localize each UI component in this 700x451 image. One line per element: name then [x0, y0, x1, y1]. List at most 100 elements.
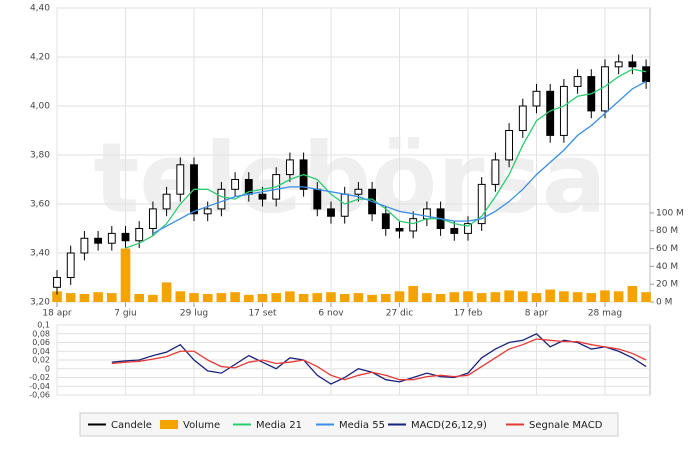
y2-tick-label: 40 M [656, 262, 678, 272]
y-tick-label: -0,06 [29, 391, 50, 400]
volume-bar [120, 248, 131, 302]
volume-bar [339, 293, 350, 302]
legend [79, 412, 619, 437]
line [152, 80, 647, 234]
y-tick-label: 4,40 [30, 4, 50, 14]
volume-bar [134, 293, 144, 302]
volume-bar [257, 293, 268, 302]
line [111, 332, 647, 385]
volume-bar [93, 292, 103, 302]
candle-body [313, 188, 322, 210]
y-tick-label: 3,60 [30, 200, 50, 210]
candle-body [450, 228, 459, 234]
legend-swatch [160, 420, 178, 429]
candle-body [176, 164, 185, 195]
candle-body [121, 232, 130, 242]
candle-body [642, 66, 651, 83]
volume-bar [613, 291, 624, 302]
volume-bar [476, 293, 487, 302]
volume-bar [641, 292, 651, 302]
volume-bar [107, 293, 117, 302]
volume-bar [627, 285, 638, 302]
y-tick-label: 4,20 [30, 53, 50, 63]
candle-body [135, 228, 144, 242]
x-tick-label: 27 dic [386, 309, 414, 319]
x-tick-label: 17 set [248, 309, 277, 319]
y-tick-label: 0,04 [32, 347, 50, 356]
volume-bar [326, 292, 336, 302]
volume-bar [65, 293, 76, 302]
line [125, 68, 647, 249]
x-tick-label: 7 giu [114, 309, 137, 319]
volume-bar [312, 293, 323, 302]
x-tick-label: 28 mag [588, 309, 622, 319]
legend-label: Media 55 [339, 420, 385, 431]
candle-body [217, 188, 226, 210]
candle-body [340, 193, 349, 217]
candle-body [354, 188, 363, 195]
candle-body [518, 105, 527, 131]
y2-tick-label: 80 M [656, 226, 678, 236]
volume-bar [353, 293, 364, 302]
candle-body [601, 66, 609, 112]
volume-bar [490, 292, 501, 302]
legend-label: Candele [111, 420, 152, 431]
y-tick-label: 3,80 [30, 151, 50, 161]
volume-bar [52, 291, 62, 302]
candle-body [162, 193, 171, 210]
candle-body [53, 277, 61, 288]
x-tick-label: 8 apr [525, 309, 549, 319]
volume-bar [271, 293, 281, 302]
y-tick-label: 0,1 [37, 321, 50, 330]
volume-bar [517, 291, 528, 302]
volume-bar [504, 290, 514, 302]
y-tick-label: -0,02 [29, 373, 50, 382]
candle-body [80, 237, 89, 254]
candle-body [94, 237, 103, 244]
y2-tick-label: 60 M [656, 244, 678, 254]
x-tick-label: 29 lug [180, 309, 208, 319]
volume-bar [380, 293, 391, 302]
y-tick-label: 0,02 [32, 356, 50, 365]
volume-bar [463, 291, 473, 302]
volume-bar [586, 293, 597, 302]
candle-body [107, 232, 116, 244]
x-tick-label: 18 apr [42, 309, 72, 319]
y-tick-label: 4,00 [30, 102, 50, 112]
y-tick-label: 3,20 [30, 298, 50, 308]
volume-bar [298, 293, 309, 302]
volume-bar [600, 290, 610, 302]
candle-body [573, 76, 582, 87]
legend-label: Segnale MACD [529, 420, 603, 431]
volume-bar [449, 292, 460, 302]
legend-label: MACD(26,12,9) [411, 420, 487, 431]
candle-body [258, 193, 267, 200]
candle-body [477, 183, 486, 225]
volume-bar [189, 293, 199, 302]
volume-bar [394, 291, 405, 302]
y-tick-label: 0 [45, 364, 50, 373]
candle-body [559, 85, 568, 136]
y-tick-label: 0,06 [32, 338, 50, 347]
volume-bar [285, 291, 295, 302]
y-tick-label: -0,04 [29, 382, 50, 391]
candle-body [148, 208, 157, 229]
candle-body [66, 252, 75, 278]
legend-label: Media 21 [256, 420, 302, 431]
candle-body [381, 213, 390, 230]
candle-body [285, 159, 294, 176]
legend-label: Volume [183, 420, 220, 431]
candle-body [203, 208, 212, 215]
line [111, 338, 647, 381]
x-tick-label: 6 nov [318, 309, 344, 319]
candle-body [505, 130, 514, 161]
volume-bar [559, 291, 569, 302]
volume-bar [244, 294, 254, 302]
volume-bar [148, 294, 158, 302]
volume-bar [175, 291, 186, 302]
volume-bar [422, 293, 432, 302]
y-tick-label: 0,08 [32, 329, 50, 338]
volume-bar [230, 292, 240, 302]
